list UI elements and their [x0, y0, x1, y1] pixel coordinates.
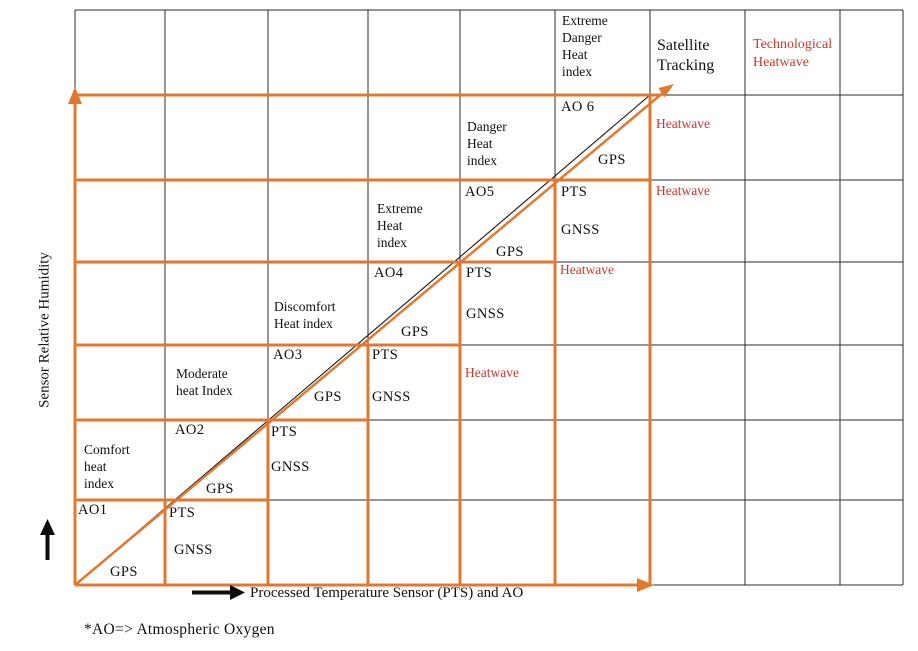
footnote: *AO=> Atmospheric Oxygen: [84, 621, 275, 638]
pts-label-4: PTS: [466, 265, 493, 281]
x-axis-label: Processed Temperature Sensor (PTS) and A…: [250, 585, 524, 601]
gps-label-3: GPS: [314, 389, 342, 405]
technological-heatwave-label: Technological Heatwave: [753, 37, 833, 70]
heatwave-label-1: Heatwave: [465, 365, 519, 380]
gps-label-5: GPS: [496, 244, 524, 260]
up-arrow-head-icon: [40, 519, 55, 535]
heatwave-label-4: Heatwave: [656, 116, 710, 131]
step-horizontal-lines: [75, 93, 661, 502]
pts-label-5: PTS: [561, 184, 588, 200]
right-arrow-head-icon: [230, 585, 245, 600]
gps-label-6: GPS: [598, 152, 626, 168]
gps-label-1: GPS: [110, 564, 138, 580]
right-arrow-icon: [192, 590, 231, 595]
step-vertical-lines: [163, 95, 652, 585]
heat-index-label-moderate: Moderate heat Index: [176, 366, 233, 398]
gnss-label-5: GNSS: [561, 222, 600, 238]
pts-label-2: PTS: [271, 424, 298, 440]
ao-label-5: AO5: [465, 184, 495, 200]
heat-index-label-danger: Danger Heat index: [467, 119, 507, 168]
orange-arrowheads: [68, 84, 674, 592]
y-axis-up-arrowhead-icon: [68, 87, 82, 104]
gps-label-4: GPS: [401, 324, 429, 340]
pts-label-1: PTS: [169, 505, 196, 521]
satellite-tracking-label: Satellite Tracking: [657, 37, 715, 74]
heat-index-label-extreme: Extreme Heat index: [377, 201, 423, 250]
gnss-label-2: GNSS: [271, 459, 310, 475]
gps-label-2: GPS: [206, 481, 234, 497]
gnss-label-4: GNSS: [466, 306, 505, 322]
heatwave-label-2: Heatwave: [560, 262, 614, 277]
heat-index-label-discomfort: Discomfort Heat index: [274, 299, 336, 331]
ao-label-2: AO2: [175, 422, 205, 438]
diagonal-arrowhead-icon: [658, 84, 674, 98]
gnss-label-3: GNSS: [372, 389, 411, 405]
pts-label-3: PTS: [372, 347, 399, 363]
ao-label-1: AO1: [78, 502, 108, 518]
heat-index-label-comfort: Comfort heat index: [84, 442, 130, 491]
up-arrow-icon: [45, 533, 50, 560]
ao-label-3: AO3: [273, 347, 303, 363]
diagonal-trend-arrow-line: [74, 91, 665, 586]
gnss-label-1: GNSS: [174, 542, 213, 558]
ao-label-4: AO4: [374, 265, 404, 281]
staircase-step-lines: [73, 91, 665, 587]
black-axis-arrows: [40, 519, 245, 600]
heat-index-label-extreme-danger: Extreme Danger Heat index: [562, 13, 608, 79]
heatwave-label-3: Heatwave: [656, 183, 710, 198]
x-axis-right-arrowhead-icon: [637, 578, 654, 592]
ao-label-6: AO 6: [561, 99, 595, 115]
y-axis-label: Sensor Relative Humidity: [36, 252, 53, 408]
